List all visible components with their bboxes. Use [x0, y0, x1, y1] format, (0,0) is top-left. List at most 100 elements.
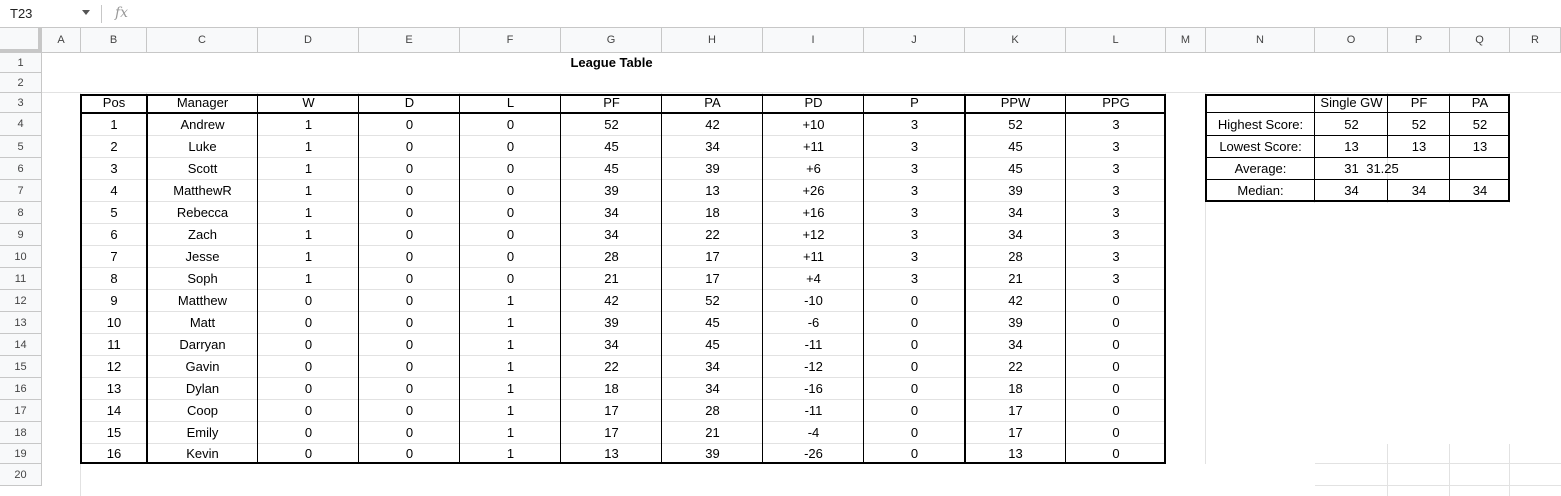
league-cell-d[interactable]: 0	[405, 183, 414, 198]
league-cell-ppw[interactable]: 34	[1008, 337, 1023, 352]
league-cell-d[interactable]: 0	[405, 359, 414, 374]
league-header-pos[interactable]: Pos	[102, 95, 126, 110]
league-cell-pd[interactable]: +16	[802, 205, 825, 220]
league-cell-pd[interactable]: +12	[802, 227, 825, 242]
column-header-j[interactable]: J	[864, 28, 965, 53]
league-cell-ppg[interactable]: 3	[1112, 117, 1120, 132]
stats-cell[interactable]: 31	[1344, 161, 1359, 176]
column-header-r[interactable]: R	[1510, 28, 1561, 53]
league-cell-p[interactable]: 3	[910, 249, 919, 264]
stats-cell[interactable]: Average:	[1234, 161, 1287, 176]
league-cell-p[interactable]: 3	[910, 139, 919, 154]
league-cell-pd[interactable]: +11	[802, 249, 825, 264]
league-cell-w[interactable]: 0	[304, 293, 313, 308]
league-cell-ppw[interactable]: 39	[1008, 183, 1023, 198]
league-cell-manager[interactable]: Jesse	[185, 249, 220, 264]
league-cell-ppw[interactable]: 52	[1008, 117, 1023, 132]
league-cell-pf[interactable]: 28	[604, 249, 619, 264]
column-header-h[interactable]: H	[662, 28, 763, 53]
league-cell-d[interactable]: 0	[405, 381, 414, 396]
league-cell-ppg[interactable]: 3	[1112, 183, 1120, 198]
league-cell-ppw[interactable]: 21	[1008, 271, 1023, 286]
stats-cell[interactable]: Lowest Score:	[1219, 139, 1302, 154]
league-cell-d[interactable]: 0	[405, 205, 414, 220]
row-header-1[interactable]: 1	[0, 53, 42, 73]
league-cell-p[interactable]: 3	[910, 271, 919, 286]
league-cell-manager[interactable]: MatthewR	[173, 183, 232, 198]
column-header-g[interactable]: G	[561, 28, 662, 53]
league-cell-p[interactable]: 0	[910, 315, 919, 330]
league-cell-manager[interactable]: Andrew	[180, 117, 225, 132]
row-header-14[interactable]: 14	[0, 334, 42, 356]
league-cell-pos[interactable]: 2	[110, 139, 118, 154]
league-cell-pd[interactable]: +26	[802, 183, 825, 198]
league-cell-d[interactable]: 0	[405, 117, 414, 132]
league-cell-pa[interactable]: 21	[705, 425, 720, 440]
row-header-9[interactable]: 9	[0, 224, 42, 246]
league-cell-pd[interactable]: +11	[802, 139, 825, 154]
league-cell-pos[interactable]: 14	[106, 403, 122, 418]
stats-header-pa[interactable]: PA	[1471, 95, 1489, 110]
league-header-w[interactable]: W	[302, 95, 315, 110]
league-cell-ppg[interactable]: 0	[1112, 403, 1120, 418]
row-header-12[interactable]: 12	[0, 290, 42, 312]
row-header-7[interactable]: 7	[0, 180, 42, 202]
league-cell-ppw[interactable]: 45	[1008, 139, 1023, 154]
league-cell-p[interactable]: 0	[910, 425, 919, 440]
stats-cell[interactable]: 13	[1411, 139, 1427, 154]
league-cell-pd[interactable]: -16	[804, 381, 823, 396]
league-cell-pd[interactable]: -6	[807, 315, 820, 330]
stats-cell[interactable]: 34	[1411, 183, 1427, 198]
league-cell-w[interactable]: 0	[304, 359, 313, 374]
league-cell-pd[interactable]: -10	[804, 293, 823, 308]
league-cell-pa[interactable]: 39	[705, 161, 720, 176]
league-cell-d[interactable]: 0	[405, 293, 414, 308]
league-cell-pf[interactable]: 13	[604, 446, 619, 461]
league-cell-w[interactable]: 1	[304, 161, 313, 176]
league-cell-w[interactable]: 1	[304, 183, 313, 198]
league-cell-ppg[interactable]: 0	[1112, 359, 1120, 374]
league-cell-p[interactable]: 0	[910, 381, 919, 396]
league-cell-pf[interactable]: 34	[604, 337, 619, 352]
league-cell-pf[interactable]: 18	[604, 381, 619, 396]
row-header-6[interactable]: 6	[0, 158, 42, 180]
league-cell-pos[interactable]: 1	[110, 117, 118, 132]
league-cell-d[interactable]: 0	[405, 161, 414, 176]
league-cell-pos[interactable]: 8	[110, 271, 118, 286]
row-header-3[interactable]: 3	[0, 93, 42, 113]
league-cell-manager[interactable]: Coop	[186, 403, 219, 418]
league-cell-pa[interactable]: 18	[705, 205, 720, 220]
row-header-15[interactable]: 15	[0, 356, 42, 378]
row-header-11[interactable]: 11	[0, 268, 42, 290]
name-box-dropdown-icon[interactable]	[82, 10, 90, 15]
league-cell-p[interactable]: 0	[910, 403, 919, 418]
league-cell-pa[interactable]: 42	[705, 117, 720, 132]
column-header-i[interactable]: I	[763, 28, 864, 53]
league-cell-pd[interactable]: -12	[804, 359, 823, 374]
league-cell-pa[interactable]: 34	[705, 381, 720, 396]
stats-header-single-gw[interactable]: Single GW	[1320, 95, 1383, 110]
league-cell-manager[interactable]: Scott	[187, 161, 218, 176]
league-cell-manager[interactable]: Matthew	[177, 293, 228, 308]
league-cell-d[interactable]: 0	[405, 249, 414, 264]
league-cell-w[interactable]: 1	[304, 117, 313, 132]
league-cell-d[interactable]: 0	[405, 425, 414, 440]
league-cell-pa[interactable]: 52	[705, 293, 720, 308]
league-cell-manager[interactable]: Dylan	[185, 381, 220, 396]
league-cell-l[interactable]: 1	[506, 446, 515, 461]
league-cell-d[interactable]: 0	[405, 337, 414, 352]
league-cell-pos[interactable]: 4	[110, 183, 118, 198]
league-cell-manager[interactable]: Gavin	[185, 359, 220, 374]
league-cell-manager[interactable]: Zach	[188, 227, 217, 242]
league-cell-l[interactable]: 1	[506, 359, 515, 374]
row-header-18[interactable]: 18	[0, 422, 42, 444]
stats-header-blank[interactable]	[1206, 93, 1315, 113]
column-header-l[interactable]: L	[1066, 28, 1166, 53]
league-cell-pos[interactable]: 9	[110, 293, 118, 308]
league-cell-w[interactable]: 1	[304, 205, 313, 220]
league-cell-manager[interactable]: Kevin	[186, 446, 219, 461]
league-cell-pf[interactable]: 17	[604, 425, 619, 440]
league-cell-pos[interactable]: 6	[110, 227, 118, 242]
league-cell-pa[interactable]: 34	[705, 359, 720, 374]
column-header-c[interactable]: C	[147, 28, 258, 53]
